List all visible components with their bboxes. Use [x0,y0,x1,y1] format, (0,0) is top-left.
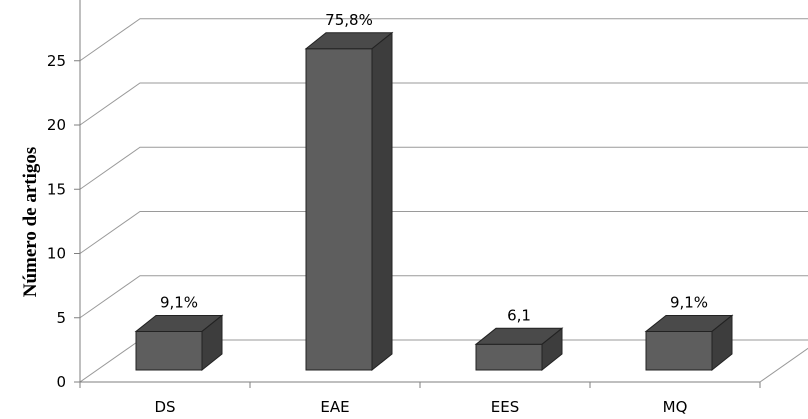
y-tick-label: 10 [47,245,66,263]
data-label: 9,1% [160,293,198,311]
y-tick-label: 0 [56,373,66,391]
bar-front [645,330,713,371]
data-label: 75,8% [325,11,373,29]
bar [134,314,224,372]
y-axis-label: Número de artigos [20,147,41,298]
data-label: 6,1 [507,306,531,324]
gridlines [78,18,808,383]
bar-front [135,330,203,371]
bar-side [541,327,563,372]
gridline [79,211,808,254]
bar [474,327,564,372]
bar-side [201,314,223,372]
axes [74,0,761,388]
data-label: 9,1% [670,293,708,311]
y-tick-label: 20 [47,116,66,134]
bar [644,314,734,372]
gridline [79,146,808,190]
gridline [79,275,808,319]
y-tick-label: 25 [47,52,66,70]
bar-front [475,343,543,371]
gridline [79,18,808,62]
bar-side [371,31,393,372]
bars [134,31,734,372]
x-tick-label: MQ [663,398,688,416]
labels: 0 5 10 15 20 25 9,1% DS 75,8% EAE 6,1 EES 9,1% MQ [47,11,708,416]
gridline [79,82,808,126]
bar-front [305,48,373,371]
bar-side [711,314,733,372]
x-tick-label: EAE [320,398,349,416]
x-tick-label: EES [491,398,519,416]
y-tick-label: 15 [47,180,66,198]
bar [304,31,394,372]
y-tick-label: 5 [56,309,66,327]
x-tick-label: DS [154,398,175,416]
